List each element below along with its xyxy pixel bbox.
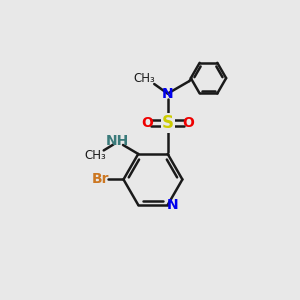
Text: S: S	[162, 114, 174, 132]
Text: N: N	[162, 87, 173, 100]
Text: O: O	[141, 116, 153, 130]
Text: N: N	[167, 198, 179, 212]
Text: NH: NH	[106, 134, 129, 148]
Text: CH₃: CH₃	[134, 72, 155, 85]
Text: Br: Br	[92, 172, 110, 186]
Text: O: O	[182, 116, 194, 130]
Text: CH₃: CH₃	[84, 149, 106, 162]
